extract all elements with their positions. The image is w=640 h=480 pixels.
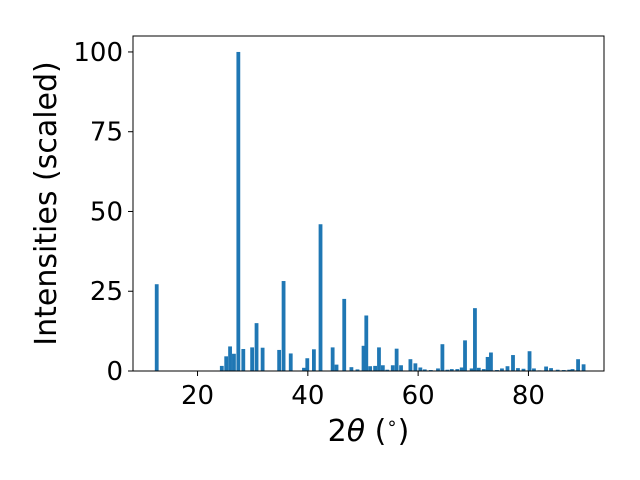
bar (154, 284, 159, 371)
x-tick-label: 60 (402, 381, 435, 411)
y-axis-ticks: 0 25 50 75 100 (73, 38, 133, 387)
bar (228, 346, 232, 371)
bar (390, 365, 395, 371)
bar (334, 364, 339, 371)
x-tick-label: 20 (181, 381, 214, 411)
x-axis-label: 2θ (∘) (328, 413, 410, 449)
bar (241, 348, 246, 371)
bar (505, 366, 510, 371)
bar (449, 369, 454, 371)
bar (312, 349, 316, 371)
bar (288, 353, 293, 371)
bar (473, 308, 477, 371)
bar (516, 368, 520, 371)
bar (254, 323, 259, 371)
bar (361, 345, 366, 371)
bar (236, 51, 241, 371)
bar (377, 347, 381, 371)
bar (330, 347, 335, 371)
bar (581, 364, 586, 371)
bar (436, 368, 440, 371)
bar (455, 369, 460, 371)
bar (413, 363, 418, 371)
bar (385, 369, 390, 371)
x-tick-label: 80 (512, 381, 545, 411)
bar (489, 352, 493, 371)
bar (394, 348, 399, 371)
bar (305, 358, 310, 371)
y-tick-label: 25 (90, 277, 123, 307)
bar (570, 369, 575, 371)
bar (422, 369, 427, 371)
bar (532, 368, 536, 371)
y-axis-label: Intensities (scaled) (29, 61, 64, 346)
bar (459, 367, 464, 371)
bar (485, 356, 490, 371)
bar (408, 359, 413, 371)
x-axis-ticks: 20 40 60 80 (181, 371, 545, 411)
bar (277, 349, 282, 371)
x-tick-label: 40 (291, 381, 324, 411)
bar (224, 356, 229, 371)
y-tick-label: 50 (90, 197, 123, 227)
bar (463, 340, 467, 371)
y-tick-label: 100 (73, 38, 123, 68)
bar (445, 369, 450, 371)
bar (368, 366, 373, 371)
bar (476, 367, 481, 371)
bar (500, 368, 504, 371)
y-tick-label: 0 (106, 357, 123, 387)
bar (527, 351, 532, 371)
bar (576, 359, 580, 371)
bar (544, 366, 548, 371)
bar (511, 355, 515, 371)
bar (260, 347, 265, 371)
bar (281, 281, 286, 371)
bar (364, 315, 369, 371)
bar (399, 365, 403, 371)
bar (555, 369, 560, 371)
plot-frame (132, 35, 605, 372)
bar (469, 368, 474, 371)
bar (567, 369, 572, 371)
bar (302, 367, 306, 371)
bar (481, 369, 486, 371)
bar (349, 367, 354, 371)
bar (342, 298, 347, 371)
bar (219, 365, 224, 371)
bar (355, 369, 360, 371)
bar (418, 367, 423, 371)
bar (521, 368, 526, 371)
bar (318, 224, 323, 371)
y-tick-label: 75 (90, 118, 123, 148)
bar (380, 365, 385, 371)
bar (250, 347, 255, 371)
bar (232, 353, 236, 371)
bar (373, 365, 378, 371)
bar (440, 344, 445, 371)
bar (549, 368, 553, 371)
bars-group (154, 51, 586, 371)
